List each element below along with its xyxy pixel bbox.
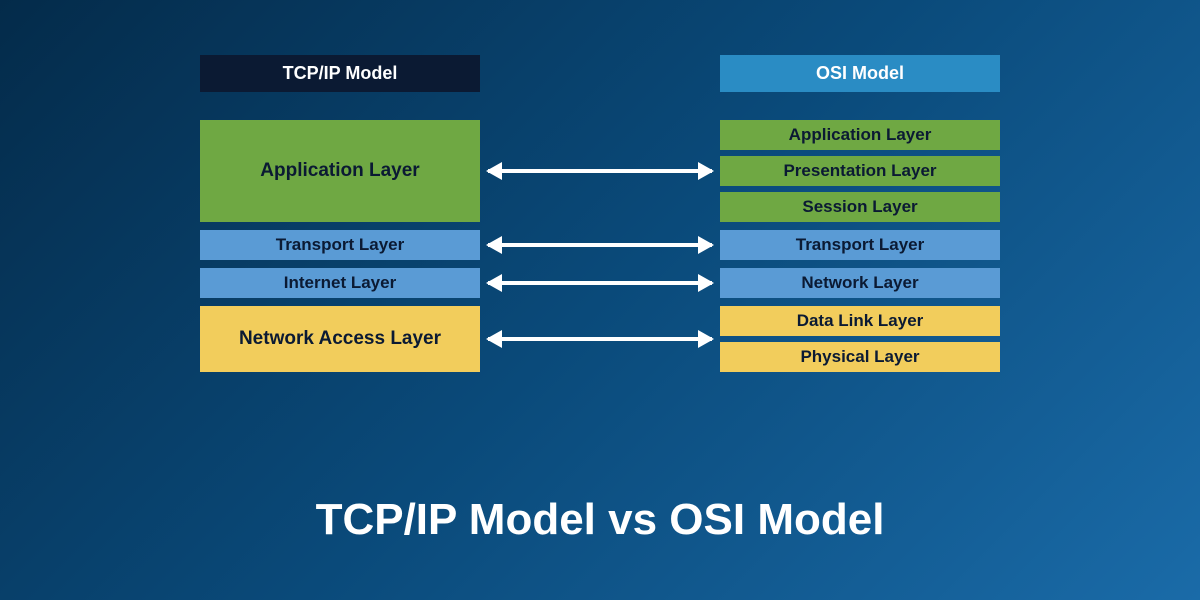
osi-layer: Presentation Layer: [720, 156, 1000, 186]
header-osi: OSI Model: [720, 55, 1000, 92]
tcpip-column: Transport Layer: [200, 230, 480, 260]
osi-column: Data Link Layer Physical Layer: [720, 306, 1000, 372]
headers-row: TCP/IP Model OSI Model: [200, 55, 1000, 92]
mapping-arrow: [480, 243, 720, 247]
tcpip-column: Application Layer: [200, 120, 480, 222]
osi-layer: Data Link Layer: [720, 306, 1000, 336]
diagram-container: TCP/IP Model OSI Model Application Layer…: [200, 55, 1000, 372]
mapping-arrow: [480, 337, 720, 341]
double-arrow-icon: [488, 169, 712, 173]
tcpip-layer: Network Access Layer: [200, 306, 480, 372]
double-arrow-icon: [488, 281, 712, 285]
osi-layer: Transport Layer: [720, 230, 1000, 260]
tcpip-layer: Internet Layer: [200, 268, 480, 298]
double-arrow-icon: [488, 243, 712, 247]
tcpip-layer: Transport Layer: [200, 230, 480, 260]
osi-column: Application Layer Presentation Layer Sessi…: [720, 120, 1000, 222]
osi-layer: Session Layer: [720, 192, 1000, 222]
tcpip-column: Internet Layer: [200, 268, 480, 298]
osi-layer: Physical Layer: [720, 342, 1000, 372]
mapping-row: Network Access Layer Data Link Layer Physi…: [200, 306, 1000, 372]
mapping-row: Application Layer Application Layer Presen…: [200, 120, 1000, 222]
osi-layer: Application Layer: [720, 120, 1000, 150]
tcpip-layer: Application Layer: [200, 120, 480, 222]
osi-column: Transport Layer: [720, 230, 1000, 260]
rows-container: Application Layer Application Layer Presen…: [200, 120, 1000, 372]
main-title: TCP/IP Model vs OSI Model: [0, 495, 1200, 545]
double-arrow-icon: [488, 337, 712, 341]
osi-layer: Network Layer: [720, 268, 1000, 298]
osi-column: Network Layer: [720, 268, 1000, 298]
mapping-arrow: [480, 281, 720, 285]
header-tcpip: TCP/IP Model: [200, 55, 480, 92]
tcpip-column: Network Access Layer: [200, 306, 480, 372]
mapping-arrow: [480, 169, 720, 173]
mapping-row: Internet Layer Network Layer: [200, 268, 1000, 298]
mapping-row: Transport Layer Transport Layer: [200, 230, 1000, 260]
